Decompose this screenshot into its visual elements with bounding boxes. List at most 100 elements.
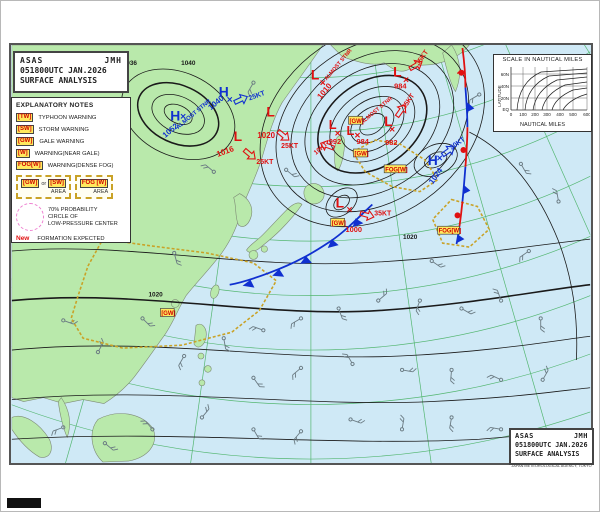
isobar-label: 1020 — [403, 234, 418, 241]
scale-box: SCALE IN NAUTICAL MILES LATITUDE — [493, 54, 592, 132]
fog-warning-tag: FOG[W] — [437, 225, 461, 235]
low-glyph: L — [336, 194, 345, 210]
scale-title: SCALE IN NAUTICAL MILES — [502, 57, 583, 63]
low-glyph: L — [347, 123, 355, 138]
pressure-value: 982 — [385, 138, 397, 147]
low-glyph: L — [384, 113, 393, 129]
channel-name: JMH — [573, 432, 588, 440]
legend-row-fog: FOG[W] WARNING(DENSE FOG) — [16, 161, 126, 170]
corner-mark — [7, 498, 41, 508]
title-block-top-left: ASAS JMH 051800UTC JAN.2026 SURFACE ANAL… — [13, 51, 129, 93]
scale-xtick: 400 — [556, 112, 564, 117]
land-taiwan — [210, 284, 220, 299]
scale-ytick: 60N — [501, 72, 509, 77]
pressure-value: 984 — [356, 137, 369, 146]
area-label: AREA — [93, 189, 109, 195]
probability-text: CIRCLE OF — [48, 213, 78, 220]
legend-row-gale: [GW] GALE WARNING — [16, 137, 126, 146]
probability-circle-row: 70% PROBABILITY CIRCLE OF LOW-PRESSURE C… — [16, 203, 126, 231]
legend-row-storm: [SW] STORM WARNING — [16, 125, 126, 134]
legend-header: EXPLANATORY NOTES — [16, 102, 94, 109]
land-luzon — [193, 323, 207, 348]
gale-warning-tag: [GW] — [159, 308, 176, 317]
land-kyushu — [248, 250, 259, 260]
probability-circle-symbol — [16, 203, 44, 231]
storm-warning-token: [SW] — [16, 125, 34, 134]
gale-storm-area-box: [GW] or [SW] AREA — [16, 175, 71, 199]
low-glyph: L — [234, 128, 243, 144]
product-name: ASAS — [20, 56, 44, 65]
legend-row-label: WARNING(NEAR GALE) — [34, 150, 100, 157]
fog-area-box: FOG [W] AREA — [74, 175, 114, 199]
land-shikoku — [260, 245, 268, 253]
svg-text:FOG[W]: FOG[W] — [439, 229, 461, 235]
legend-box: EXPLANATORY NOTES [TW] TYPHOON WARNING [… — [11, 97, 131, 243]
stationary-front — [454, 47, 475, 245]
land-borneo — [91, 413, 155, 463]
analysis-type: SURFACE ANALYSIS — [20, 76, 98, 85]
svg-text:FOG[W]: FOG[W] — [385, 167, 407, 173]
land-korea — [233, 193, 253, 227]
land-philippines-2 — [204, 365, 212, 373]
high-glyph: H — [428, 152, 438, 168]
isobar-label: 1036 — [123, 60, 138, 67]
low-glyph: L — [311, 67, 320, 83]
legend-row-typhoon: [TW] TYPHOON WARNING — [16, 113, 126, 122]
land-kamchatka — [442, 45, 460, 93]
title-block-bottom-right: ASAS JMH 051800UTC JAN.2026 SURFACE ANAL… — [509, 428, 594, 465]
storm-token: [SW] — [48, 179, 66, 188]
near-gale-warning-token: [W] — [16, 149, 30, 158]
scale-ytick: 20N — [501, 96, 509, 101]
scale-xtick: 600 — [583, 112, 590, 117]
low-glyph: L — [266, 103, 275, 119]
svg-text:[GW]: [GW] — [161, 311, 175, 317]
isobar-label: 1020 — [148, 292, 163, 299]
land-philippines-3 — [198, 379, 206, 387]
scale-graph: LATITUDE 60N 40N 20N — [497, 67, 591, 117]
probability-text: 70% PROBABILITY — [48, 206, 98, 213]
scale-xtick: 500 — [569, 112, 577, 117]
isobar-labels: 1036 1040 1020 1020 — [123, 60, 418, 299]
svg-text:[GW]: [GW] — [354, 151, 368, 157]
product-name: ASAS — [515, 432, 534, 440]
analysis-type: SURFACE ANALYSIS — [515, 450, 580, 458]
pressure-value: 1000 — [346, 225, 362, 234]
scale-xtick: 200 — [531, 112, 539, 117]
fog-warning-area-2 — [431, 198, 491, 248]
land-hainan — [170, 299, 180, 308]
legend-row-label: WARNING(DENSE FOG) — [47, 162, 114, 169]
analysis-datetime: 051800UTC JAN.2026 — [20, 66, 107, 75]
scale-ylabel: LATITUDE — [497, 85, 502, 106]
scale-ytick: 40N — [501, 84, 509, 89]
map-warning-labels: [GW] [GW] [GW] [GW] FOG[W] — [159, 115, 461, 317]
movement-label: 25KT — [281, 143, 299, 150]
scale-curves — [516, 68, 588, 111]
low-glyph: L — [329, 117, 337, 132]
typhoon-warning-token: [TW] — [16, 113, 34, 122]
pressure-system-low-1000: L 1000 35KT — [336, 194, 392, 234]
gale-warning-tag: [GW] — [353, 148, 369, 157]
scale-xtick: 300 — [543, 112, 551, 117]
svg-text:[GW]: [GW] — [350, 119, 364, 125]
land-sakhalin — [334, 135, 345, 172]
low-glyph: L — [393, 64, 402, 80]
new-marker-label: FORMATION EXPECTED — [37, 235, 105, 242]
land-sumatra — [11, 416, 52, 458]
pressure-value: 984 — [394, 82, 407, 91]
high-glyph: H — [170, 107, 180, 123]
scale-xtick: 0 — [510, 112, 513, 117]
scale-xlabel: NAUTICAL MILES — [519, 122, 566, 128]
gale-warning-tag: [GW] — [330, 217, 346, 227]
agency-credit: JAPAN METEOROLOGICAL AGENCY, TOKYO — [511, 464, 592, 468]
warning-areas — [70, 139, 491, 349]
fog-warning-tag: FOG[W] — [383, 164, 408, 173]
scale-ytick: EQ — [502, 107, 509, 112]
probability-text: LOW-PRESSURE CENTER — [48, 220, 118, 227]
analysis-datetime: 051800UTC JAN.2026 — [515, 441, 588, 449]
area-label: AREA — [50, 189, 66, 195]
fog-warning-token: FOG[W] — [16, 161, 43, 170]
scale-xtick: 100 — [519, 112, 527, 117]
svg-text:[GW]: [GW] — [332, 221, 346, 227]
gale-warning-tag: [GW] — [348, 115, 364, 125]
pressure-value: 1020 — [257, 131, 275, 140]
